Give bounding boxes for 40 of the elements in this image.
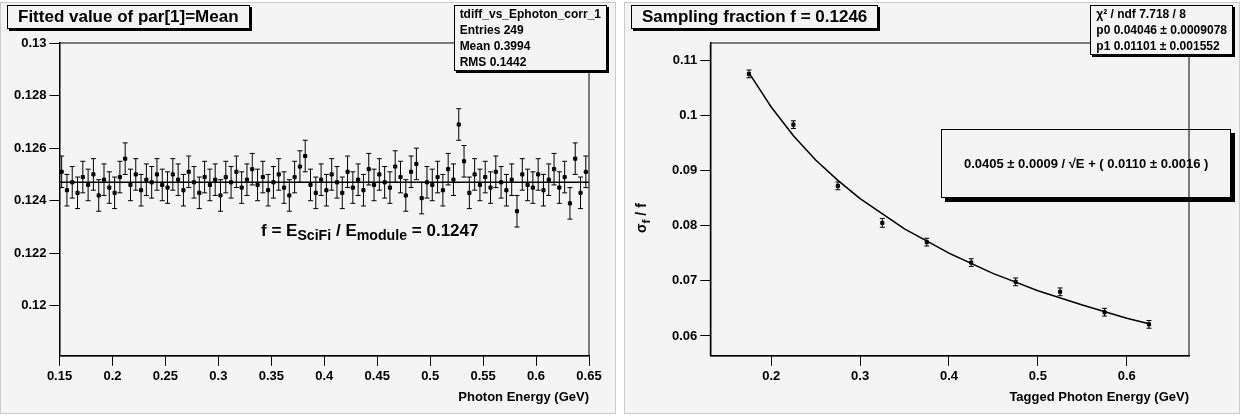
x-tick-label: 0.4 xyxy=(315,368,335,384)
x-tick-label: 0.2 xyxy=(762,368,781,384)
x-tick-label: 0.15 xyxy=(46,368,73,384)
y-tick-label: 0.09 xyxy=(671,162,698,178)
y-tick-label: 0.122 xyxy=(13,244,47,260)
x-tick-label: 0.45 xyxy=(364,368,390,384)
x-tick-label: 0.3 xyxy=(851,368,870,384)
x-tick-label: 0.6 xyxy=(1117,368,1136,384)
y-tick-label: 0.128 xyxy=(13,87,47,103)
annotation: RMS 0.1442 xyxy=(458,54,528,70)
x-tick-label: 0.35 xyxy=(258,368,284,384)
y-tick-label: 0.12 xyxy=(21,297,47,313)
x-axis-title: Photon Energy (GeV) xyxy=(458,388,589,404)
text: Entries 249 xyxy=(458,22,525,38)
x-tick-label: 0.5 xyxy=(421,368,440,384)
x-tick-label: 0.5 xyxy=(1028,368,1047,384)
y-tick-label: 0.11 xyxy=(672,51,698,67)
y-tick-label: 0.126 xyxy=(13,139,47,155)
x-tick-label: 0.65 xyxy=(576,368,602,384)
y-tick-label: 0.13 xyxy=(21,34,47,50)
y-tick-label: 0.06 xyxy=(671,327,698,343)
y-tick-label: 0.124 xyxy=(13,192,48,208)
x-axis-title: Tagged Photon Energy (GeV) xyxy=(1009,388,1189,404)
x-tick-label: 0.3 xyxy=(209,368,228,384)
x-tick-label: 0.4 xyxy=(939,368,959,384)
annotation: Mean 0.3994 xyxy=(458,38,532,54)
chart-title: Fitted value of par[1]=Mean xyxy=(7,5,250,29)
y-tick-label: 0.1 xyxy=(679,106,698,122)
x-tick-label: 0.25 xyxy=(152,368,179,384)
annotation: p1 0.01101 ± 0.001552 xyxy=(1095,38,1221,54)
chart-title: Sampling fraction f = 0.1246 xyxy=(631,5,879,29)
y-tick-label: 0.07 xyxy=(671,272,698,288)
text: χ² / ndf 7.718 / 8 xyxy=(1095,6,1187,22)
x-tick-label: 0.55 xyxy=(470,368,496,384)
annotation: f = E$_{SciFi}$ / E$_{module}$ = 0.1247 xyxy=(261,221,479,244)
x-tick-label: 0.6 xyxy=(527,368,546,384)
text: p0 0.04046 ± 0.0009078 xyxy=(1095,22,1228,38)
text: tdiff_vs_Ephoton_corr_1 xyxy=(458,6,602,22)
y-tick-label: 0.08 xyxy=(671,217,698,233)
x-tick-label: 0.2 xyxy=(103,368,122,384)
